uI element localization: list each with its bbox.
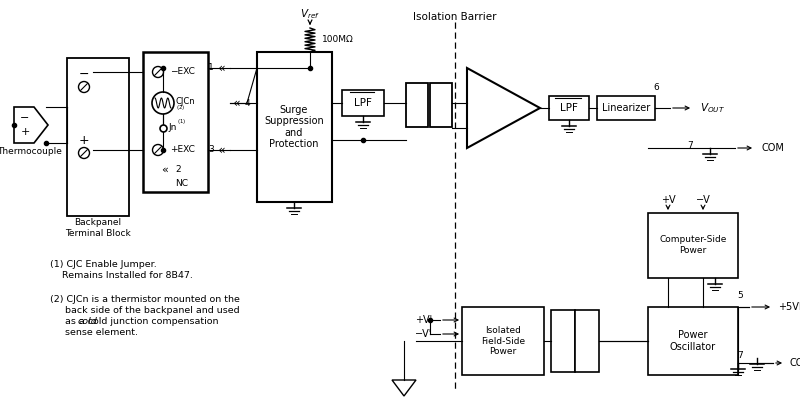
Text: (2) CJCn is a thermistor mounted on the: (2) CJCn is a thermistor mounted on the (50, 295, 240, 304)
Text: Linearizer: Linearizer (602, 103, 650, 113)
Text: −V: −V (696, 195, 710, 205)
Bar (597, 96, 655, 120)
Text: Jn: Jn (168, 123, 176, 131)
Text: Remains Installed for 8B47.: Remains Installed for 8B47. (50, 271, 193, 280)
Text: 7: 7 (737, 351, 743, 359)
Text: 6: 6 (653, 84, 659, 92)
Text: COM: COM (790, 358, 800, 368)
Text: CJCn: CJCn (176, 98, 196, 107)
Text: 3: 3 (208, 146, 214, 154)
Text: $^{(2)}$: $^{(2)}$ (176, 105, 186, 113)
Text: «: « (233, 96, 241, 109)
Text: Surge
Suppression
and
Protection: Surge Suppression and Protection (264, 105, 324, 149)
Text: back side of the backpanel and used: back side of the backpanel and used (50, 306, 240, 315)
Text: −: − (20, 113, 30, 123)
Bar (342, 90, 384, 116)
Text: +V': +V' (415, 315, 432, 325)
Text: cold: cold (78, 317, 98, 326)
Bar (549, 96, 589, 120)
Text: −EXC: −EXC (170, 68, 195, 76)
Text: (1) CJC Enable Jumper.: (1) CJC Enable Jumper. (50, 260, 157, 269)
Text: NC: NC (175, 178, 188, 187)
Text: +: + (20, 127, 30, 137)
Text: Backpanel
Terminal Block: Backpanel Terminal Block (65, 218, 131, 238)
Text: 100MΩ: 100MΩ (322, 35, 354, 45)
Polygon shape (14, 107, 48, 143)
Bar (430, 83, 452, 127)
Bar (406, 83, 428, 127)
Text: «: « (162, 165, 169, 175)
Text: +: + (78, 133, 90, 146)
Text: −: − (78, 68, 90, 80)
Text: 1: 1 (208, 64, 214, 72)
Text: LPF: LPF (354, 98, 372, 108)
Bar (648, 307, 738, 375)
Text: COM: COM (762, 143, 785, 153)
Text: as a cold junction compensation: as a cold junction compensation (50, 317, 218, 326)
Text: 2: 2 (175, 166, 181, 174)
Bar (575, 310, 599, 372)
Text: Isolated
Field-Side
Power: Isolated Field-Side Power (481, 326, 525, 356)
Text: «: « (218, 62, 226, 74)
Text: Thermocouple: Thermocouple (0, 148, 62, 156)
Text: sense element.: sense element. (50, 328, 138, 337)
Text: −V': −V' (414, 329, 432, 339)
Text: +V: +V (661, 195, 675, 205)
Polygon shape (467, 68, 540, 148)
Text: Power
Oscillator: Power Oscillator (670, 330, 716, 352)
Text: 5: 5 (737, 291, 743, 300)
Text: «: « (218, 144, 226, 156)
Text: $V_{OUT}$: $V_{OUT}$ (700, 101, 725, 115)
Bar (648, 213, 738, 278)
Text: LPF: LPF (560, 103, 578, 113)
Text: Computer-Side
Power: Computer-Side Power (659, 235, 726, 255)
Text: 4: 4 (244, 98, 250, 107)
Polygon shape (392, 380, 416, 396)
Text: +5VDC: +5VDC (778, 302, 800, 312)
Bar (551, 310, 575, 372)
Bar (462, 307, 544, 375)
Text: $V_{ref}$: $V_{ref}$ (300, 7, 320, 21)
Bar (257, 52, 332, 202)
Text: +EXC: +EXC (170, 146, 195, 154)
Text: Isolation Barrier: Isolation Barrier (414, 12, 497, 22)
Bar (143, 52, 208, 192)
Bar (67, 58, 129, 216)
Text: $^{(1)}$: $^{(1)}$ (177, 119, 186, 127)
Text: 7: 7 (687, 140, 693, 150)
